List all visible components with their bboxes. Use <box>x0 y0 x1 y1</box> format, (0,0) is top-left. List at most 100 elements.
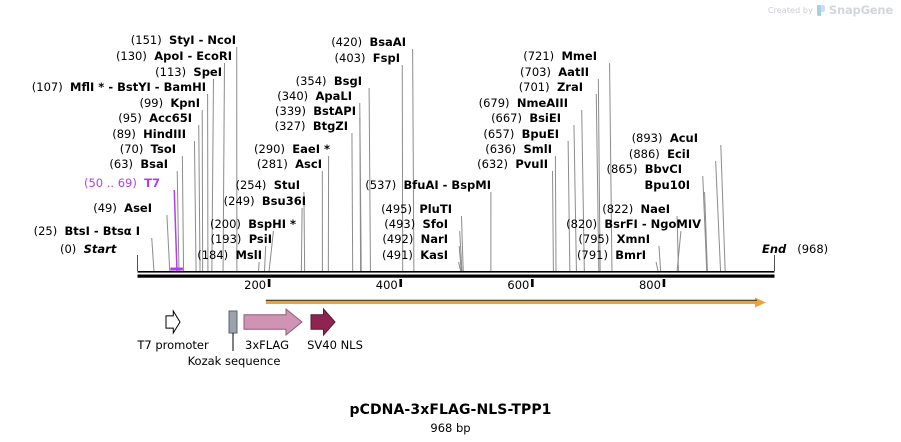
enzyme-position: (667) <box>491 111 522 125</box>
enzyme-label[interactable]: (893) AcuI <box>632 132 698 145</box>
enzyme-leader-line <box>597 78 601 272</box>
enzyme-label[interactable]: (632) PvuII <box>477 158 548 171</box>
feature-label[interactable]: SV40 NLS <box>307 338 363 352</box>
enzyme-position: (89) <box>112 127 136 141</box>
enzyme-label[interactable]: (403) FspI <box>335 52 400 65</box>
feature-label[interactable]: Kozak sequence <box>187 354 281 368</box>
enzyme-name: ApoI - EcoRI <box>154 49 232 63</box>
enzyme-label[interactable]: (721) MmeI <box>523 50 597 63</box>
enzyme-leader-line <box>573 124 577 272</box>
enzyme-label[interactable]: (184) MslI <box>197 249 262 262</box>
enzyme-leader-line <box>173 189 178 272</box>
enzyme-label[interactable]: (886) EciI <box>629 148 690 161</box>
enzyme-label[interactable]: (249) Bsu36I <box>224 195 306 208</box>
enzyme-leader-line <box>676 215 679 272</box>
enzyme-label[interactable]: (200) BspHI * <box>210 218 296 231</box>
enzyme-name: SmlI <box>523 142 553 156</box>
orf-arrow[interactable] <box>265 297 766 308</box>
enzyme-label[interactable]: (495) PluTI <box>381 203 452 216</box>
ruler-tick-mark <box>662 279 666 287</box>
enzyme-position: (495) <box>381 202 412 216</box>
enzyme-label[interactable]: (254) StuI <box>236 179 301 192</box>
enzyme-name: FspI <box>372 51 400 65</box>
snapgene-watermark: Created by SnapGene <box>768 3 893 17</box>
enzyme-label[interactable]: (420) BsaAI <box>331 36 406 49</box>
enzyme-position: (721) <box>523 49 555 63</box>
enzyme-label[interactable]: (63) BsaI <box>109 158 168 171</box>
feature-label[interactable]: T7 promoter <box>137 338 209 352</box>
enzyme-label[interactable]: (493) SfoI <box>384 218 448 231</box>
enzyme-label[interactable]: (491) KasI <box>382 249 448 262</box>
enzyme-leader-line <box>166 214 171 272</box>
enzyme-name: BtsI - Btsα I <box>64 224 140 238</box>
enzyme-label[interactable]: Bpu10I <box>645 179 690 192</box>
enzyme-label[interactable]: (679) NmeAIII <box>479 97 568 110</box>
enzyme-position: (632) <box>477 157 509 171</box>
feature-label[interactable]: 3xFLAG <box>245 338 289 352</box>
enzyme-label[interactable]: (636) SmlI <box>485 143 552 156</box>
enzyme-position: (795) <box>578 232 610 246</box>
enzyme-name: NmeAIII <box>516 96 568 110</box>
enzyme-name: AseI <box>124 201 152 215</box>
enzyme-position: (791) <box>577 248 608 262</box>
enzyme-label[interactable]: (492) NarI <box>382 233 448 246</box>
enzyme-position: (822) <box>602 202 634 216</box>
enzyme-position: (281) <box>256 157 288 171</box>
enzyme-name: EciI <box>667 147 690 161</box>
feature-3xflag[interactable] <box>243 307 303 337</box>
feature-t7-promoter[interactable] <box>165 309 181 335</box>
enzyme-label[interactable]: (151) StyI - NcoI <box>131 34 236 47</box>
enzyme-label[interactable]: (25) BtsI - Btsα I <box>34 225 140 238</box>
enzyme-label[interactable]: (327) BtgZI <box>275 120 348 133</box>
enzyme-label[interactable]: (281) AscI <box>257 158 322 171</box>
enzyme-name: NarI <box>420 232 448 246</box>
enzyme-label[interactable]: (865) BbvCI <box>607 163 682 176</box>
enzyme-label[interactable]: (354) BsgI <box>296 75 362 88</box>
enzyme-label[interactable]: (89) HindIII <box>112 128 186 141</box>
backbone-bar <box>137 274 775 278</box>
enzyme-label[interactable]: (667) BsiEI <box>491 112 561 125</box>
enzyme-label[interactable]: (290) EaeI * <box>254 143 330 156</box>
enzyme-name: ZraI <box>556 80 583 94</box>
enzyme-name: BsaI <box>140 157 168 171</box>
enzyme-leader-line <box>567 140 571 272</box>
enzyme-leader-line <box>258 261 260 272</box>
enzyme-leader-line <box>181 155 185 272</box>
enzyme-label[interactable]: (820) BsrFI - NgoMIV <box>566 218 701 231</box>
enzyme-label[interactable]: (95) Acc65I <box>118 112 192 125</box>
enzyme-leader-line <box>552 170 554 272</box>
enzyme-label[interactable]: (50 .. 69) T7 <box>84 177 160 190</box>
enzyme-label[interactable]: (107) MflI * - BstYI - BamHI <box>32 81 206 94</box>
enzyme-label[interactable]: (193) PsiI <box>210 233 272 246</box>
enzyme-label[interactable]: (701) ZraI <box>519 81 583 94</box>
enzyme-label[interactable]: (99) KpnI <box>139 97 200 110</box>
enzyme-position: (492) <box>382 232 414 246</box>
enzyme-leader-line <box>264 245 267 272</box>
enzyme-label[interactable]: (537) BfuAI - BspMI <box>365 179 491 192</box>
enzyme-name: Acc65I <box>149 111 192 125</box>
enzyme-label[interactable]: (49) AseI <box>93 202 152 215</box>
enzyme-label[interactable]: (70) TsoI <box>120 143 176 156</box>
enzyme-leader-line <box>300 207 303 272</box>
enzyme-label[interactable]: (130) ApoI - EcoRI <box>116 50 232 63</box>
enzyme-name: T7 <box>144 176 160 190</box>
end-marker: End (968) <box>762 243 828 256</box>
enzyme-label[interactable]: (113) SpeI <box>155 66 222 79</box>
enzyme-label[interactable]: (822) NaeI <box>602 203 670 216</box>
t7-promoter-mark[interactable] <box>170 267 183 271</box>
feature-sv40-nls[interactable] <box>310 307 336 337</box>
enzyme-label[interactable]: (340) ApaLI <box>277 90 352 103</box>
enzyme-position: (354) <box>295 74 327 88</box>
enzyme-name: BsgI <box>333 74 362 88</box>
enzyme-name: KasI <box>420 248 448 262</box>
enzyme-label[interactable]: (657) BpuEI <box>483 128 559 141</box>
enzyme-label[interactable]: (339) BstAPI <box>275 105 356 118</box>
enzyme-position: (290) <box>254 142 285 156</box>
feature-kozak-sequence[interactable] <box>228 310 238 334</box>
enzyme-leader-line <box>459 230 463 272</box>
enzyme-label[interactable]: (795) XmnI <box>578 233 650 246</box>
enzyme-label[interactable]: (703) AatII <box>520 66 589 79</box>
enzyme-name: Bsu36I <box>261 194 306 208</box>
enzyme-label[interactable]: (791) BmrI <box>577 249 646 262</box>
